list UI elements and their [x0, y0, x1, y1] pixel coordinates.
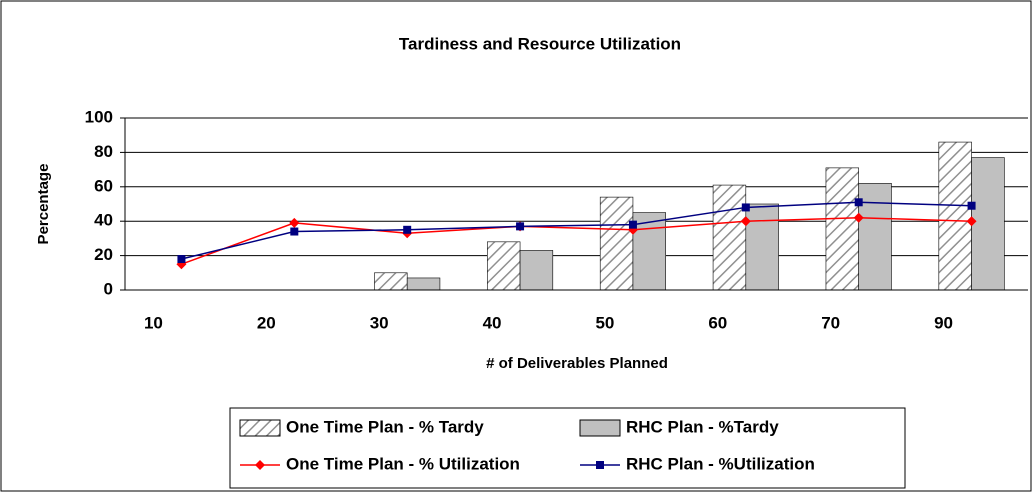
legend-swatch [239, 419, 281, 437]
x-tick-label: 30 [370, 313, 389, 332]
line-marker [740, 216, 751, 227]
bar [858, 183, 892, 291]
bar [971, 157, 1005, 291]
legend-marker [596, 461, 604, 469]
y-tick-label: 60 [94, 176, 113, 195]
line-marker [854, 198, 863, 207]
line-marker [516, 222, 525, 231]
line [181, 217, 972, 265]
legend-swatch [579, 419, 621, 437]
line-marker [966, 216, 977, 227]
x-tick-label: 70 [821, 313, 840, 332]
legend-label: RHC Plan - %Tardy [626, 417, 779, 436]
bar [406, 277, 441, 291]
line-marker [628, 220, 637, 229]
legend [229, 407, 906, 489]
x-tick-label: 60 [708, 313, 727, 332]
y-tick-label: 100 [85, 107, 113, 126]
y-tick-label: 0 [104, 279, 113, 298]
bar [519, 250, 554, 291]
bar [632, 212, 666, 291]
legend-marker [255, 460, 265, 470]
y-tick-label: 80 [94, 142, 113, 161]
bar [825, 167, 859, 291]
y-tick-label: 20 [94, 245, 113, 264]
line-marker [741, 203, 750, 212]
line [181, 201, 972, 260]
bar [374, 272, 408, 291]
x-tick-label: 90 [934, 313, 953, 332]
legend-label: One Time Plan - % Utilization [286, 454, 520, 473]
line-marker [967, 201, 976, 210]
line-marker [290, 227, 299, 236]
bar [599, 196, 634, 291]
chart-title: Tardiness and Resource Utilization [399, 34, 681, 53]
line-marker [177, 255, 186, 264]
bar [745, 203, 779, 291]
x-tick-label: 10 [144, 313, 163, 332]
x-tick-label: 50 [595, 313, 614, 332]
y-tick-label: 40 [94, 211, 113, 230]
line-marker [853, 212, 864, 223]
x-tick-label: 40 [483, 313, 502, 332]
bar [712, 184, 747, 291]
x-axis-title: # of Deliverables Planned [486, 355, 668, 372]
bar [938, 141, 972, 291]
y-axis-title: Percentage [35, 164, 52, 245]
x-tick-label: 20 [257, 313, 276, 332]
line-marker [289, 217, 300, 228]
legend-label: RHC Plan - %Utilization [626, 454, 815, 473]
legend-label: One Time Plan - % Tardy [286, 417, 484, 436]
line-marker [403, 225, 412, 234]
bar [487, 241, 521, 291]
